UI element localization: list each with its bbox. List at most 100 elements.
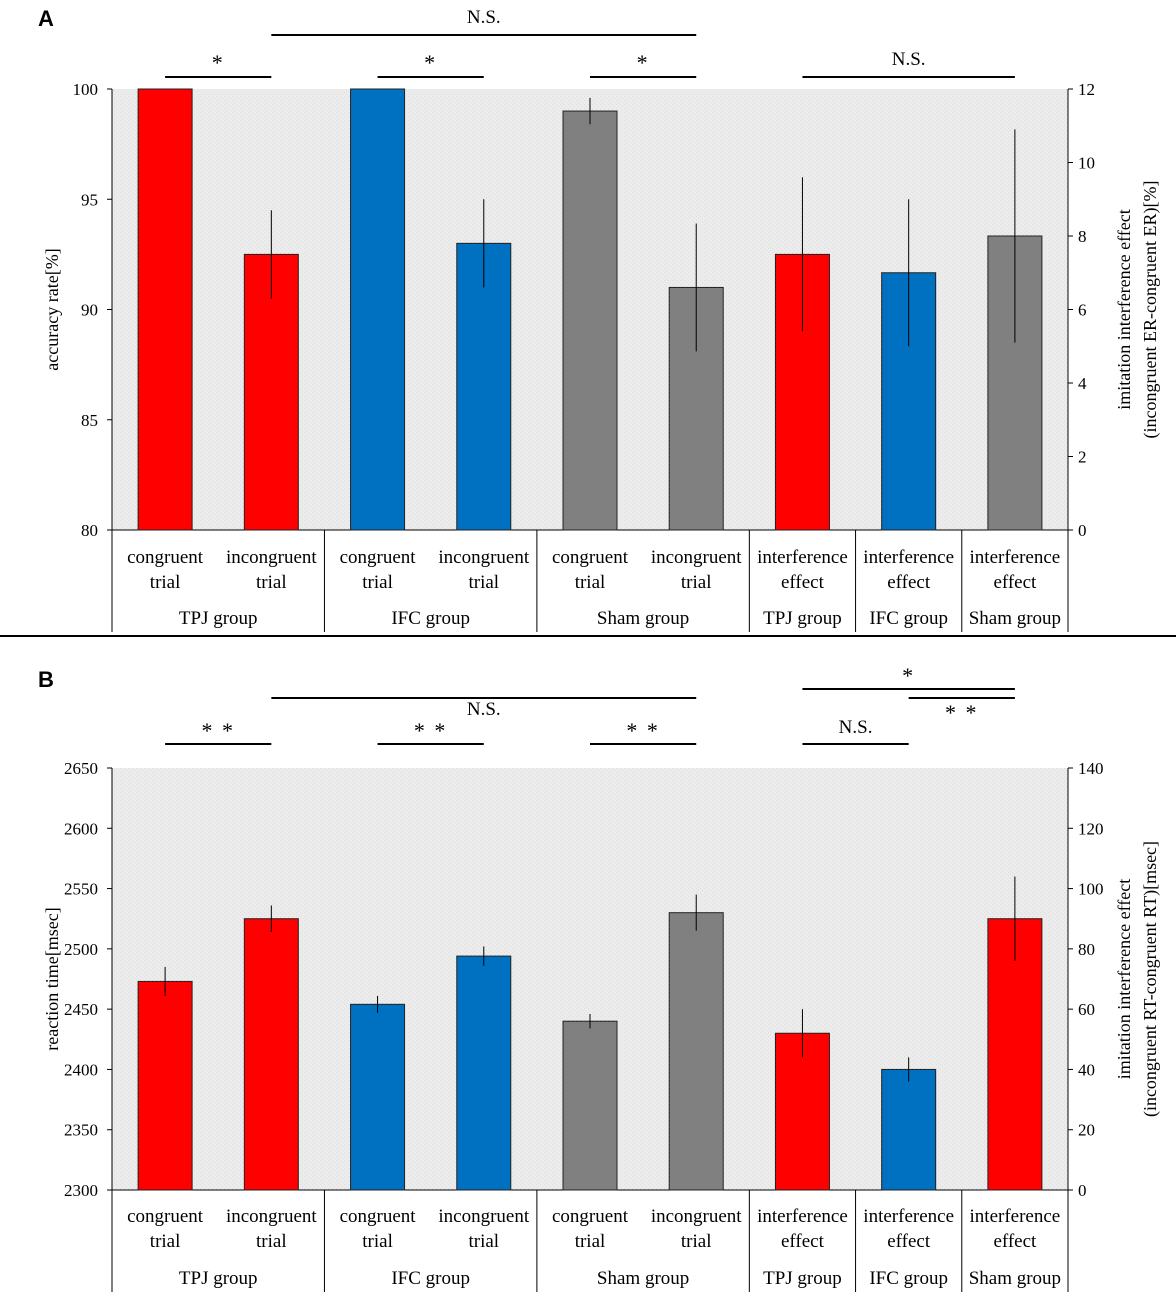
group-label: Sham group [597, 608, 689, 629]
category-label-line2: effect [781, 572, 825, 593]
y-tick-label-right: 2 [1078, 448, 1087, 467]
y-tick-label-right: 60 [1078, 1000, 1095, 1019]
category-label-line1: congruent [127, 547, 204, 568]
significance-label: * * [626, 718, 660, 743]
category-label-line1: congruent [340, 1206, 417, 1227]
bar [668, 912, 724, 1191]
group-label: IFC group [869, 1268, 948, 1289]
group-label: TPJ group [179, 1268, 258, 1289]
category-label-line1: interference [970, 1206, 1061, 1227]
y-tick-label-right: 120 [1078, 819, 1104, 838]
category-label-line1: interference [757, 1206, 848, 1227]
y-tick-label-right: 80 [1078, 940, 1095, 959]
significance-label: * [212, 50, 225, 75]
category-label-line1: incongruent [651, 547, 742, 568]
y-tick-label-left: 95 [81, 190, 98, 209]
category-label-line1: interference [970, 547, 1061, 568]
y-axis-title-left: accuracy rate[%] [42, 248, 62, 370]
bar [774, 1032, 830, 1191]
category-label-line2: effect [887, 572, 931, 593]
y-tick-label-right: 10 [1078, 154, 1095, 173]
group-label: IFC group [391, 608, 470, 629]
significance-label: * * [414, 718, 448, 743]
bar [456, 242, 512, 531]
bar [137, 88, 193, 531]
category-label-line1: incongruent [651, 1206, 742, 1227]
category-label-line2: effect [993, 572, 1037, 593]
bar [562, 110, 618, 531]
category-label-line2: trial [256, 572, 287, 593]
panel-label: A [38, 6, 54, 31]
bar [350, 88, 406, 531]
category-label-line1: interference [863, 547, 954, 568]
y-tick-label-left: 2300 [64, 1181, 98, 1200]
category-label-line2: trial [256, 1231, 287, 1252]
y-tick-label-left: 2650 [64, 759, 98, 778]
category-label-line1: incongruent [226, 547, 317, 568]
y-tick-label-left: 2550 [64, 880, 98, 899]
significance-label: * [902, 663, 915, 688]
y-tick-label-right: 4 [1078, 374, 1087, 393]
panel-b: B 2300 2350 2400 2450 2500 2550 2600 2650 0 20 40 60… [38, 663, 1161, 1292]
category-label-line2: trial [681, 572, 712, 593]
y-tick-label-right: 6 [1078, 301, 1087, 320]
significance-label: * [424, 50, 437, 75]
y-tick-label-left: 2600 [64, 819, 98, 838]
category-label-line1: congruent [127, 1206, 204, 1227]
category-label-line2: trial [575, 1231, 606, 1252]
category-label-line2: trial [468, 1231, 499, 1252]
y-axis-title-right-line1: imitation interference effect [1114, 209, 1134, 410]
y-tick-label-left: 2450 [64, 1000, 98, 1019]
significance-label: * * [201, 718, 235, 743]
category-label-line1: congruent [552, 547, 629, 568]
y-tick-label-left: 100 [73, 80, 99, 99]
significance-label: * [637, 50, 650, 75]
significance-label: N.S. [839, 717, 873, 738]
category-label-line1: congruent [552, 1206, 629, 1227]
bar [562, 1020, 618, 1191]
y-tick-label-right: 12 [1078, 80, 1095, 99]
bar [456, 955, 512, 1191]
y-axis-title-right-line2: (incongruent RT-congruent RT)[msec] [1140, 841, 1161, 1117]
y-tick-label-right: 0 [1078, 1181, 1087, 1200]
bar [350, 1003, 406, 1191]
y-tick-label-left: 90 [81, 301, 98, 320]
y-tick-label-right: 0 [1078, 521, 1087, 540]
y-tick-label-right: 20 [1078, 1121, 1095, 1140]
y-tick-label-left: 80 [81, 521, 98, 540]
category-label-line2: trial [681, 1231, 712, 1252]
panel-label: B [38, 667, 54, 692]
group-label: IFC group [869, 608, 948, 629]
y-tick-label-left: 2350 [64, 1121, 98, 1140]
category-label-line1: incongruent [226, 1206, 317, 1227]
category-label-line2: trial [362, 1231, 393, 1252]
significance-label: * * [945, 700, 979, 725]
category-label-line2: effect [781, 1231, 825, 1252]
group-label: Sham group [969, 1268, 1061, 1289]
category-label-line2: trial [468, 572, 499, 593]
bar [881, 1068, 937, 1191]
group-label: TPJ group [763, 1268, 842, 1289]
bar [243, 918, 299, 1191]
y-tick-label-right: 8 [1078, 227, 1087, 246]
panel-a: A 80 85 90 95 100 0 2 4 6 8 10 12 accuracy rate[%] imi… [38, 6, 1161, 632]
y-axis-title-right-line1: imitation interference effect [1114, 879, 1134, 1080]
category-label-line2: trial [150, 1231, 181, 1252]
group-label: Sham group [969, 608, 1061, 629]
y-tick-label-left: 85 [81, 411, 98, 430]
category-label-line2: trial [362, 572, 393, 593]
y-tick-label-left: 2400 [64, 1060, 98, 1079]
y-tick-label-right: 40 [1078, 1060, 1095, 1079]
category-label-line2: trial [575, 572, 606, 593]
category-label-line1: incongruent [438, 1206, 529, 1227]
bar [137, 980, 193, 1191]
y-tick-label-right: 100 [1078, 880, 1104, 899]
significance-label: N.S. [892, 49, 926, 70]
y-axis-title-right-line2: (incongruent ER-congruent ER)[%] [1140, 181, 1161, 439]
significance-label: N.S. [467, 7, 501, 28]
category-label-line1: interference [863, 1206, 954, 1227]
category-label-line2: trial [150, 572, 181, 593]
group-label: Sham group [597, 1268, 689, 1289]
y-tick-label-right: 140 [1078, 759, 1104, 778]
